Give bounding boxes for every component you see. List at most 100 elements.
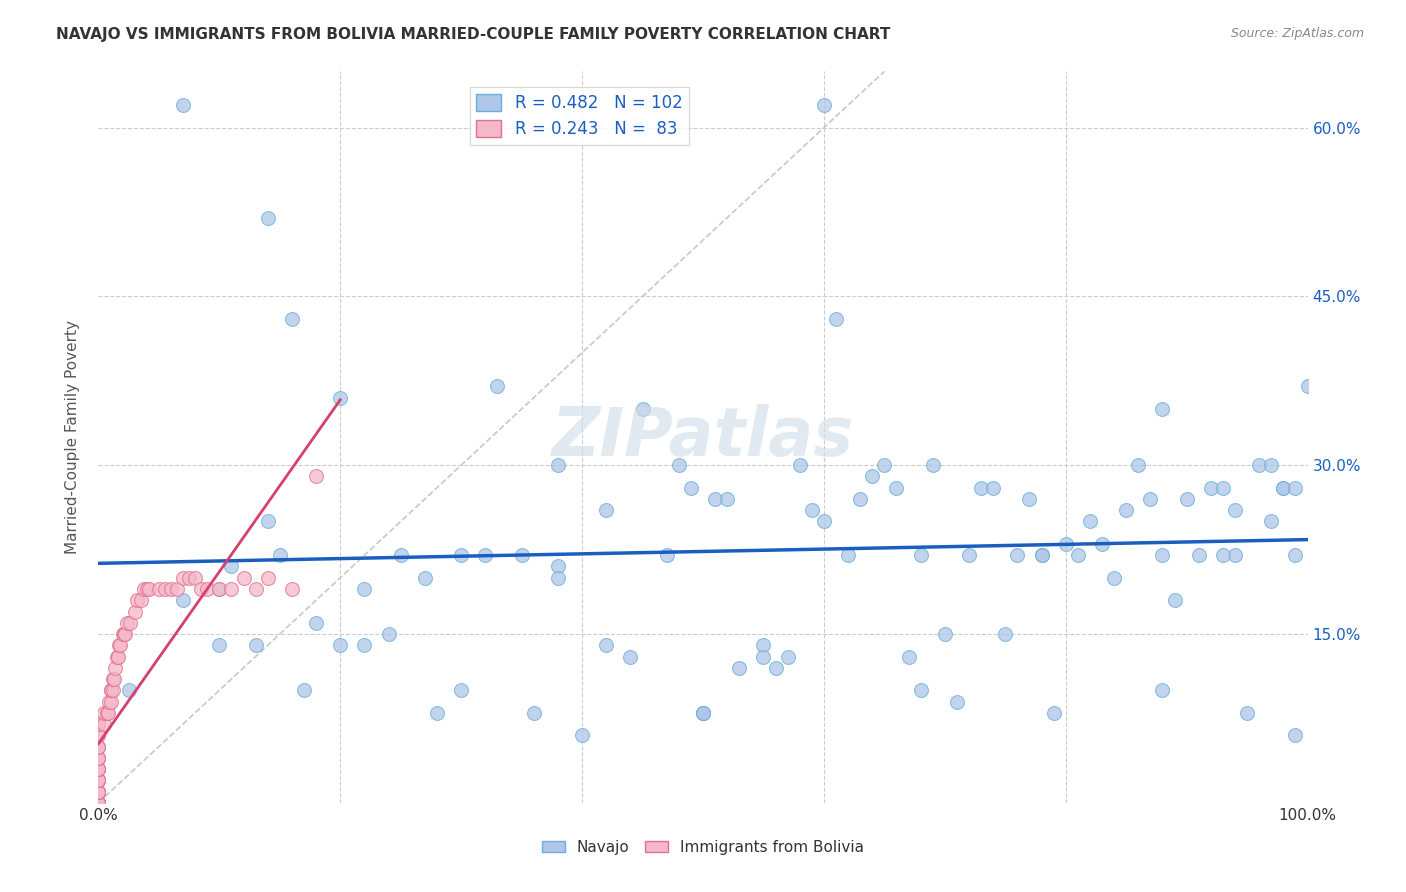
- Point: [256, 515, 278, 529]
- Point: [1223, 503, 1246, 517]
- Point: [101, 672, 124, 686]
- Point: [100, 694, 122, 708]
- Point: [1284, 548, 1306, 562]
- Point: [1031, 548, 1053, 562]
- Point: [1284, 728, 1306, 742]
- Point: [704, 491, 727, 506]
- Point: [752, 649, 775, 664]
- Point: [571, 728, 593, 742]
- Point: [1260, 515, 1282, 529]
- Point: [450, 683, 472, 698]
- Point: [87, 751, 110, 765]
- Point: [728, 661, 751, 675]
- Point: [849, 491, 872, 506]
- Point: [813, 515, 835, 529]
- Text: Source: ZipAtlas.com: Source: ZipAtlas.com: [1230, 27, 1364, 40]
- Point: [87, 796, 110, 810]
- Point: [860, 469, 883, 483]
- Point: [1078, 515, 1101, 529]
- Point: [329, 391, 352, 405]
- Point: [510, 548, 533, 562]
- Point: [138, 582, 160, 596]
- Point: [118, 615, 141, 630]
- Point: [87, 717, 110, 731]
- Point: [87, 796, 110, 810]
- Point: [486, 379, 509, 393]
- Point: [668, 458, 690, 473]
- Point: [1212, 481, 1234, 495]
- Point: [87, 796, 110, 810]
- Point: [547, 559, 569, 574]
- Point: [87, 784, 110, 798]
- Point: [208, 582, 231, 596]
- Point: [87, 784, 110, 798]
- Text: NAVAJO VS IMMIGRANTS FROM BOLIVIA MARRIED-COUPLE FAMILY POVERTY CORRELATION CHAR: NAVAJO VS IMMIGRANTS FROM BOLIVIA MARRIE…: [56, 27, 890, 42]
- Point: [87, 796, 110, 810]
- Point: [1115, 503, 1137, 517]
- Point: [153, 582, 176, 596]
- Point: [619, 649, 641, 664]
- Point: [87, 739, 110, 754]
- Point: [87, 796, 110, 810]
- Point: [256, 211, 278, 225]
- Point: [195, 582, 218, 596]
- Point: [1152, 683, 1174, 698]
- Point: [305, 469, 328, 483]
- Point: [134, 582, 156, 596]
- Point: [692, 706, 714, 720]
- Point: [160, 582, 183, 596]
- Point: [87, 796, 110, 810]
- Point: [87, 784, 110, 798]
- Point: [135, 582, 157, 596]
- Point: [716, 491, 738, 506]
- Point: [87, 762, 110, 776]
- Point: [692, 706, 714, 720]
- Point: [87, 796, 110, 810]
- Point: [87, 784, 110, 798]
- Point: [87, 728, 110, 742]
- Point: [148, 582, 170, 596]
- Point: [1272, 481, 1295, 495]
- Point: [981, 481, 1004, 495]
- Point: [129, 593, 152, 607]
- Point: [837, 548, 859, 562]
- Point: [93, 717, 115, 731]
- Point: [1018, 491, 1040, 506]
- Point: [98, 694, 121, 708]
- Point: [970, 481, 993, 495]
- Point: [595, 503, 617, 517]
- Point: [1163, 593, 1185, 607]
- Point: [184, 571, 207, 585]
- Point: [208, 582, 231, 596]
- Point: [1152, 401, 1174, 416]
- Point: [934, 627, 956, 641]
- Point: [96, 706, 118, 720]
- Point: [87, 751, 110, 765]
- Point: [107, 649, 129, 664]
- Point: [1296, 379, 1319, 393]
- Point: [166, 582, 188, 596]
- Point: [389, 548, 412, 562]
- Point: [87, 796, 110, 810]
- Point: [87, 762, 110, 776]
- Legend: Navajo, Immigrants from Bolivia: Navajo, Immigrants from Bolivia: [536, 834, 870, 861]
- Point: [813, 98, 835, 112]
- Point: [1102, 571, 1125, 585]
- Point: [994, 627, 1017, 641]
- Point: [97, 706, 120, 720]
- Point: [87, 739, 110, 754]
- Point: [957, 548, 980, 562]
- Point: [1223, 548, 1246, 562]
- Point: [281, 582, 304, 596]
- Point: [921, 458, 943, 473]
- Point: [245, 582, 267, 596]
- Point: [1067, 548, 1090, 562]
- Point: [87, 796, 110, 810]
- Point: [631, 401, 654, 416]
- Point: [655, 548, 678, 562]
- Point: [1199, 481, 1222, 495]
- Point: [789, 458, 811, 473]
- Point: [1152, 548, 1174, 562]
- Point: [305, 615, 328, 630]
- Y-axis label: Married-Couple Family Poverty: Married-Couple Family Poverty: [65, 320, 80, 554]
